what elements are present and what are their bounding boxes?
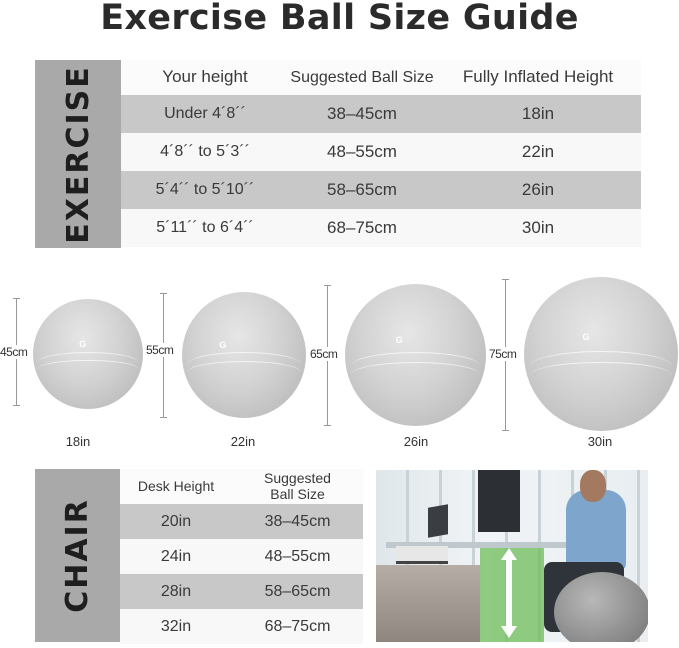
page-title: Exercise Ball Size Guide	[100, 0, 579, 38]
ball-size-cell: 38–45cm	[264, 512, 331, 530]
ball-logo-icon: G	[395, 335, 403, 346]
ball-diameter-label: 75cm	[489, 347, 517, 361]
books	[396, 546, 448, 564]
ball-logo-icon: G	[79, 338, 87, 349]
chair-table: Desk Height Suggested Ball Size 20in 38–…	[120, 469, 363, 644]
ball-diameter-label: 65cm	[310, 347, 338, 361]
ball-height-label: 18in	[65, 434, 91, 449]
table-row: 5´11´´ to 6´4´´ 68–75cm 30in	[121, 209, 641, 247]
desk-top	[386, 542, 586, 548]
ball-height-label: 30in	[587, 434, 613, 449]
inflated-cell: 18in	[521, 103, 555, 123]
ball-logo-icon: G	[582, 332, 590, 343]
header-suggested-ball-size: Suggested Ball Size	[290, 68, 434, 86]
ball-height-label: 22in	[230, 434, 256, 449]
desk-height-cell: 32in	[160, 617, 192, 635]
height-cell: Under 4´8´´	[164, 105, 246, 123]
exercise-ball-photo	[554, 572, 648, 642]
table-row: 28in 58–65cm	[120, 574, 363, 609]
ball-size-cell: 68–75cm	[327, 217, 397, 237]
double-arrow-icon	[501, 548, 517, 638]
exercise-ball-65: G	[345, 284, 486, 426]
table-row: Under 4´8´´ 38–45cm 18in	[121, 95, 641, 133]
height-cell: 4´8´´ to 5´3´´	[160, 143, 250, 161]
ball-size-cell: 48–55cm	[327, 141, 397, 161]
office-photo	[376, 470, 648, 642]
header-suggested-ball-size: Suggested Ball Size	[264, 470, 331, 502]
exercise-label: EXERCISE	[60, 64, 96, 244]
table-row: 5´4´´ to 5´10´´ 58–65cm 26in	[121, 171, 641, 209]
monitor-small	[428, 504, 448, 538]
inflated-cell: 26in	[521, 179, 555, 199]
ball-size-cell: 58–65cm	[327, 179, 397, 199]
height-cell: 5´11´´ to 6´4´´	[156, 219, 254, 237]
desk-height-cell: 24in	[160, 547, 192, 565]
cabinet	[376, 565, 480, 642]
table-row: 4´8´´ to 5´3´´ 48–55cm 22in	[121, 133, 641, 171]
ball-size-cell: 58–65cm	[264, 582, 331, 600]
exercise-ball-45: G	[33, 299, 143, 409]
header-your-height: Your height	[162, 67, 248, 87]
monitor	[478, 470, 520, 532]
ball-height-label: 26in	[403, 434, 429, 449]
table-header: Desk Height Suggested Ball Size	[120, 469, 363, 504]
chair-label: CHAIR	[60, 498, 96, 613]
chair-side-label: CHAIR	[35, 469, 120, 642]
inflated-cell: 22in	[521, 141, 555, 161]
table-row: 20in 38–45cm	[120, 504, 363, 539]
ball-diameter-label: 45cm	[0, 345, 28, 359]
table-row: 32in 68–75cm	[120, 609, 363, 644]
exercise-side-label: EXERCISE	[35, 60, 121, 248]
ball-size-cell: 38–45cm	[327, 103, 397, 123]
height-cell: 5´4´´ to 5´10´´	[155, 181, 255, 199]
header-inflated-height: Fully Inflated Height	[462, 67, 614, 87]
man-shirt	[566, 490, 626, 570]
desk-height-cell: 28in	[160, 582, 192, 600]
man-head	[580, 470, 606, 502]
ball-diameter-label: 55cm	[146, 343, 174, 357]
inflated-cell: 30in	[521, 217, 555, 237]
ball-logo-icon: G	[219, 339, 227, 350]
ball-size-cell: 48–55cm	[264, 547, 331, 565]
header-desk-height: Desk Height	[137, 477, 215, 494]
table-header: Your height Suggested Ball Size Fully In…	[121, 60, 641, 95]
ball-size-cell: 68–75cm	[264, 617, 331, 635]
exercise-ball-75: G	[524, 277, 678, 431]
exercise-table: Your height Suggested Ball Size Fully In…	[121, 60, 641, 247]
desk-height-cell: 20in	[160, 512, 192, 530]
exercise-ball-55: G	[182, 292, 306, 418]
table-row: 24in 48–55cm	[120, 539, 363, 574]
